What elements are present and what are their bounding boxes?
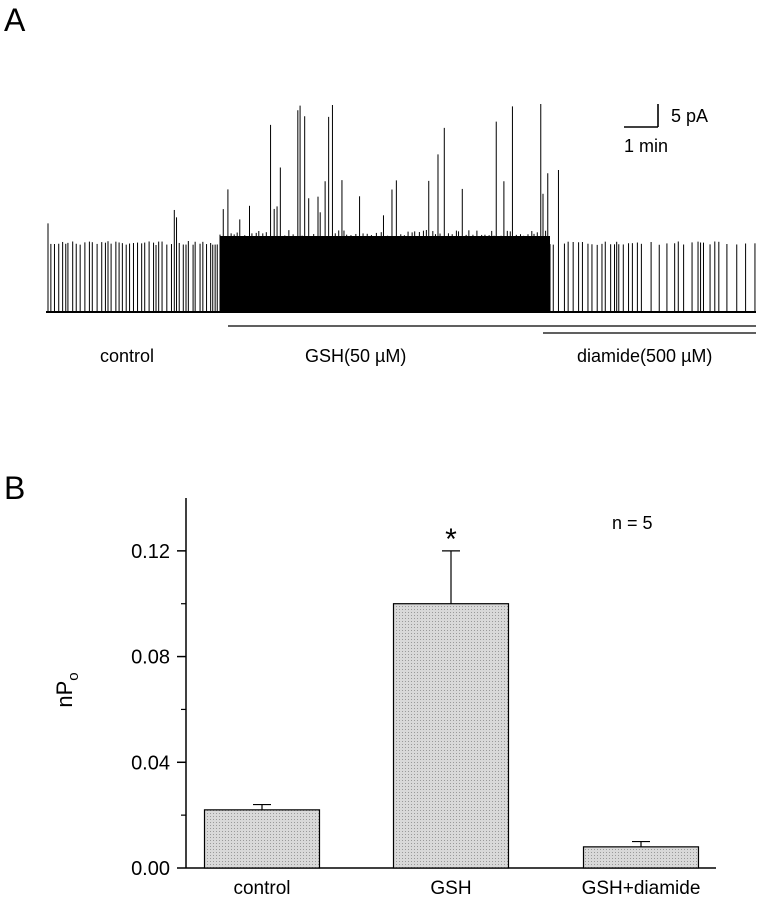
y-tick-label: 0.08 (131, 647, 170, 669)
panel-b-letter: B (4, 470, 26, 506)
trace-events (46, 103, 756, 313)
control-condition-label: control (100, 346, 155, 366)
category-label: GSH+diamide (582, 878, 701, 899)
bar-chart-plot: 0.00 0.04 0.08 0.12 nPo control GSH GSH+diamide… (52, 498, 716, 899)
y-tick-label: 0.12 (131, 541, 170, 563)
category-label: GSH (430, 878, 471, 899)
current-trace (46, 103, 756, 334)
bar (582, 846, 700, 869)
y-tick-label: 0.00 (131, 858, 170, 880)
category-label: control (233, 878, 290, 899)
scale-bar (624, 104, 659, 128)
panel-a-letter: A (4, 2, 26, 38)
significance-marker: * (445, 523, 457, 556)
n-label: n = 5 (612, 513, 653, 533)
y-axis-label-subscript: o (65, 672, 82, 680)
gsh-condition-label: GSH(50 µM) (305, 346, 407, 366)
dense-opening-block (220, 236, 550, 312)
diamide-condition-label: diamide(500 µM) (577, 346, 713, 366)
bar (392, 603, 510, 869)
scale-bar-time-label: 1 min (624, 136, 669, 156)
y-tick-label: 0.04 (131, 752, 170, 774)
bar (203, 809, 321, 869)
y-axis-label: nPo (52, 672, 82, 707)
scale-bar-current-label: 5 pA (671, 106, 709, 126)
